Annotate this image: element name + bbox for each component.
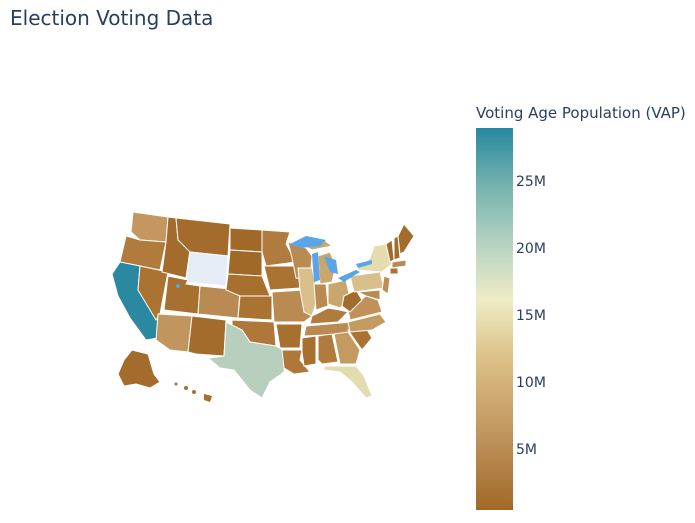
- state-wyoming[interactable]: [185, 251, 229, 287]
- lake-michigan: [312, 252, 320, 282]
- state-hawaii-island-3[interactable]: [192, 390, 196, 394]
- great-salt-lake: [176, 284, 180, 288]
- state-connecticut[interactable]: [389, 267, 399, 275]
- state-alaska[interactable]: [117, 349, 161, 389]
- colorbar-tick-label: 5M: [516, 441, 537, 458]
- colorbar-tick-label: 20M: [516, 240, 546, 257]
- state-maine[interactable]: [397, 223, 415, 255]
- state-maryland[interactable]: [356, 289, 381, 301]
- state-new-jersey[interactable]: [381, 275, 391, 295]
- state-nebraska[interactable]: [225, 273, 271, 297]
- colorbar-title: Voting Age Population (VAP): [476, 104, 686, 122]
- state-north-dakota[interactable]: [229, 227, 263, 253]
- state-alabama[interactable]: [317, 333, 339, 365]
- state-north-carolina[interactable]: [347, 313, 387, 333]
- state-georgia[interactable]: [333, 331, 361, 365]
- lake-superior: [290, 236, 326, 248]
- chart-title: Election Voting Data: [10, 6, 214, 30]
- us-choropleth-map[interactable]: [0, 0, 470, 523]
- state-hawaii-island-2[interactable]: [184, 386, 188, 390]
- state-indiana[interactable]: [313, 283, 329, 311]
- lake-ontario: [356, 260, 372, 268]
- state-massachusetts[interactable]: [391, 259, 407, 269]
- state-texas[interactable]: [206, 321, 287, 399]
- state-hawaii-main[interactable]: [204, 394, 212, 402]
- lake-huron: [324, 256, 338, 274]
- state-arkansas[interactable]: [275, 323, 303, 349]
- state-new-mexico[interactable]: [187, 315, 227, 357]
- state-kansas[interactable]: [237, 295, 273, 321]
- colorbar-tick-label: 25M: [516, 173, 546, 190]
- state-hawaii-island-1[interactable]: [174, 382, 178, 386]
- state-arizona[interactable]: [155, 313, 193, 353]
- state-mississippi[interactable]: [301, 335, 317, 367]
- lake-erie: [338, 270, 360, 282]
- state-oregon[interactable]: [119, 235, 167, 271]
- state-south-dakota[interactable]: [227, 249, 263, 277]
- state-virginia[interactable]: [347, 295, 383, 321]
- colorbar: [476, 128, 513, 510]
- colorbar-tick-label: 10M: [516, 374, 546, 391]
- colorbar-tick-label: 15M: [516, 307, 546, 324]
- state-florida[interactable]: [323, 365, 373, 399]
- state-washington[interactable]: [130, 211, 169, 243]
